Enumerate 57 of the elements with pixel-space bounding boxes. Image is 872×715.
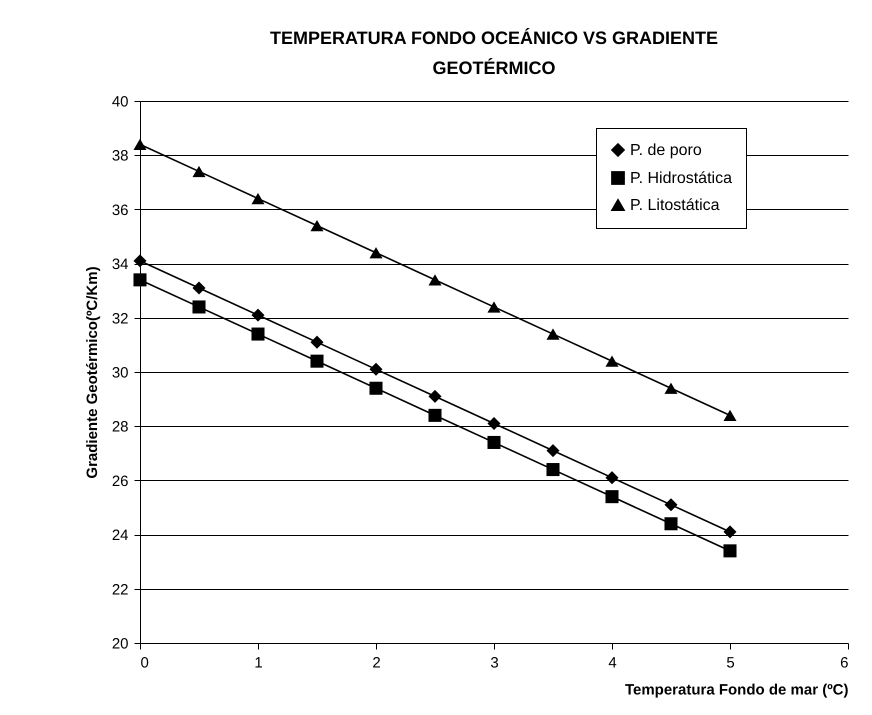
y-tick-label: 32 xyxy=(112,310,128,328)
y-tick-label: 38 xyxy=(112,148,128,165)
y-tick-label: 20 xyxy=(112,636,128,652)
x-tick-label: 2 xyxy=(372,654,381,672)
legend-label: P. Hidrostática xyxy=(630,170,732,187)
point xyxy=(723,410,737,422)
point xyxy=(133,254,147,268)
point xyxy=(605,471,619,484)
point xyxy=(192,281,206,295)
point xyxy=(133,273,147,286)
point xyxy=(310,354,324,368)
point xyxy=(723,544,737,558)
x-tick-label: 4 xyxy=(608,654,617,672)
chart-title: TEMPERATURA FONDO OCEÁNICO VS GRADIENTE GEOTÉRMICO xyxy=(270,28,718,78)
point xyxy=(546,463,560,476)
x-tick-label: 6 xyxy=(840,654,848,672)
legend-label: P. de poro xyxy=(630,142,702,159)
y-tick-label: 36 xyxy=(112,202,128,219)
x-tick-label: 0 xyxy=(140,654,149,672)
y-tick-label: 24 xyxy=(112,527,128,544)
point xyxy=(664,382,678,394)
point xyxy=(192,300,206,314)
point xyxy=(487,436,501,449)
point xyxy=(546,328,560,340)
point xyxy=(251,328,265,341)
point xyxy=(605,490,619,504)
point xyxy=(310,336,324,349)
point xyxy=(310,220,324,232)
point xyxy=(192,166,206,178)
point xyxy=(133,138,147,150)
y-tick-label: 40 xyxy=(112,94,128,110)
x-axis-title: Temperatura Fondo de mar (ºC) xyxy=(624,682,848,698)
point xyxy=(664,498,678,512)
point xyxy=(487,416,501,430)
y-tick-label: 22 xyxy=(112,581,128,598)
point xyxy=(664,517,678,530)
point xyxy=(723,525,737,538)
y-tick-label: 28 xyxy=(112,418,128,436)
y-tick-label: 26 xyxy=(112,472,128,490)
y-axis-title: Gradiente Geotérmico(ºC/Km) xyxy=(84,266,101,479)
legend-label: P. Litostática xyxy=(630,197,720,214)
point xyxy=(428,274,442,286)
point xyxy=(369,362,383,376)
y-tick-label: 34 xyxy=(112,256,128,274)
point xyxy=(251,192,265,204)
y-tick-label: 30 xyxy=(112,364,128,382)
x-tick-label: 1 xyxy=(254,654,263,672)
point xyxy=(369,382,383,395)
point xyxy=(605,356,619,367)
point xyxy=(487,301,501,313)
point xyxy=(428,408,442,422)
point xyxy=(369,247,383,258)
point xyxy=(428,390,442,403)
x-tick-label: 5 xyxy=(726,654,735,672)
point xyxy=(251,308,265,322)
x-tick-label: 3 xyxy=(490,654,499,672)
point xyxy=(546,444,560,458)
